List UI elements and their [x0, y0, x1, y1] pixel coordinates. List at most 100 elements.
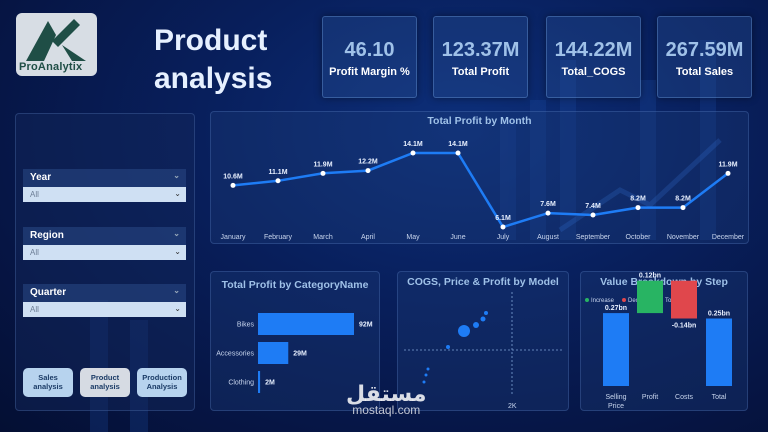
- data-point: [725, 170, 731, 176]
- chevron-down-icon: ⌄: [174, 304, 181, 313]
- x-tick-label: November: [667, 234, 700, 241]
- slicer-label: Quarter ⌄: [23, 284, 186, 302]
- x-tick-label: Selling: [605, 394, 626, 401]
- data-label: 12.2M: [358, 159, 378, 166]
- data-label: 0.12bn: [639, 273, 661, 280]
- chart-value-breakdown: Value Breakdown by Step IncreaseDecrease…: [580, 271, 748, 411]
- data-label: 14.1M: [403, 141, 423, 148]
- data-point: [365, 168, 371, 174]
- kpi-label: Total_COGS: [561, 66, 626, 78]
- chart-cogs-price-profit: COGS, Price & Profit by Model 2K: [397, 271, 569, 411]
- x-tick-label: August: [537, 234, 559, 241]
- bar-chart: Bikes 92M Accessories 29M Clothing 2M: [216, 313, 373, 393]
- data-label: 7.4M: [585, 203, 601, 210]
- slicer-year: Year ⌄ All ⌄: [23, 169, 186, 202]
- line-chart: 10.6M January 11.1M February 11.9M March 12.2M…: [221, 141, 745, 241]
- chevron-down-icon[interactable]: ⌄: [173, 171, 180, 180]
- x-tick-label: June: [450, 234, 465, 241]
- category-label: Bikes: [237, 322, 255, 329]
- page-title: Product analysis: [154, 24, 273, 95]
- data-point: [545, 210, 551, 216]
- data-label: -0.14bn: [672, 323, 697, 330]
- brand-logo: ProAnalytix: [16, 13, 97, 76]
- watermark: مستقل mostaql.com: [346, 382, 427, 417]
- waterfall-bar: [706, 318, 732, 386]
- chevron-down-icon: ⌄: [174, 247, 181, 256]
- scatter-point: [458, 325, 470, 337]
- kpi-label: Total Sales: [675, 66, 734, 78]
- nav-button-production-analysis[interactable]: Production Analysis: [137, 368, 187, 397]
- waterfall-bar: [671, 280, 697, 319]
- data-point: [635, 205, 641, 211]
- legend-label: Increase: [591, 298, 615, 304]
- legend-marker: [585, 298, 589, 302]
- data-point: [410, 150, 416, 156]
- scatter-chart: 2K: [404, 292, 564, 410]
- kpi-value: 267.59M: [665, 39, 744, 61]
- scatter-point: [473, 322, 479, 328]
- nav-button-product-analysis[interactable]: Product analysis: [80, 368, 130, 397]
- slicer-dropdown-region[interactable]: All ⌄: [23, 245, 186, 260]
- kpi-total-cogs: 144.22M Total_COGS: [546, 16, 641, 98]
- data-label: 92M: [359, 322, 373, 329]
- x-tick-label: January: [221, 234, 246, 241]
- filter-panel: Year ⌄ All ⌄ Region ⌄ All ⌄ Quarter ⌄ All ⌄: [15, 113, 195, 411]
- data-label: 14.1M: [448, 141, 468, 148]
- chevron-down-icon: ⌄: [174, 189, 181, 198]
- slicer-quarter: Quarter ⌄ All ⌄: [23, 284, 186, 317]
- data-point: [275, 178, 281, 184]
- brand-name: ProAnalytix: [19, 61, 83, 73]
- data-label: 11.9M: [313, 161, 332, 168]
- x-tick-label: Price: [608, 403, 624, 410]
- data-label: 29M: [293, 351, 307, 358]
- data-label: 10.6M: [223, 173, 243, 180]
- slicer-dropdown-quarter[interactable]: All ⌄: [23, 302, 186, 317]
- x-tick-label: May: [406, 234, 420, 241]
- slicer-dropdown-year[interactable]: All ⌄: [23, 187, 186, 202]
- nav-button-sales-analysis[interactable]: Sales analysis: [23, 368, 73, 397]
- x-tick-label: December: [712, 234, 745, 241]
- slicer-region: Region ⌄ All ⌄: [23, 227, 186, 260]
- chart-profit-by-month: Total Profit by Month 10.6M January 11.1M F…: [210, 111, 749, 244]
- x-tick-label: July: [497, 234, 510, 241]
- kpi-value: 144.22M: [554, 39, 633, 61]
- slicer-label: Year ⌄: [23, 169, 186, 187]
- data-label: 7.6M: [540, 201, 556, 208]
- scatter-point: [424, 373, 428, 377]
- chevron-down-icon[interactable]: ⌄: [173, 229, 180, 238]
- waterfall-bar: [637, 280, 663, 314]
- legend-marker: [622, 298, 626, 302]
- slicer-label: Region ⌄: [23, 227, 186, 245]
- data-point: [455, 150, 461, 156]
- x-tick-label: April: [361, 234, 375, 241]
- category-label: Clothing: [228, 380, 254, 387]
- chart-title: Total Profit by CategoryName: [221, 279, 369, 291]
- kpi-total-sales: 267.59M Total Sales: [657, 16, 752, 98]
- logo-mark-icon: [26, 19, 86, 61]
- chevron-down-icon[interactable]: ⌄: [173, 286, 180, 295]
- waterfall-bar: [603, 313, 629, 386]
- scatter-point: [422, 380, 426, 384]
- data-point: [590, 212, 596, 218]
- kpi-value: 46.10: [344, 39, 395, 61]
- chart-title: COGS, Price & Profit by Model: [407, 276, 559, 288]
- x-tick-label: Costs: [675, 394, 693, 401]
- waterfall-chart: IncreaseDecreaseTotal0.27bnSellingPrice0…: [585, 273, 732, 410]
- x-tick-label: October: [626, 234, 652, 241]
- scatter-point: [446, 345, 450, 349]
- chart-title: Total Profit by Month: [427, 115, 532, 127]
- bar: [258, 313, 354, 335]
- data-label: 0.27bn: [605, 305, 627, 312]
- x-tick-label: Profit: [642, 394, 658, 401]
- bar: [258, 371, 261, 393]
- chart-profit-by-category: Total Profit by CategoryName Bikes 92M Acc…: [210, 271, 380, 411]
- data-label: 0.25bn: [708, 311, 730, 318]
- data-point: [680, 205, 686, 211]
- x-tick-label: September: [576, 234, 611, 241]
- data-label: 11.1M: [268, 169, 287, 176]
- kpi-profit-margin: 46.10 Profit Margin %: [322, 16, 417, 98]
- scatter-point: [426, 367, 430, 371]
- data-point: [500, 224, 506, 230]
- kpi-total-profit: 123.37M Total Profit: [433, 16, 528, 98]
- data-label: 2M: [265, 380, 275, 387]
